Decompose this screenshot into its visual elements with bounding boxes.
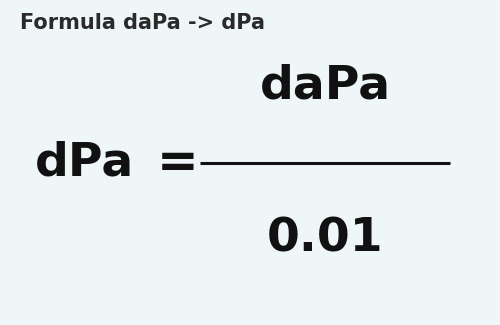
Text: 0.01: 0.01 bbox=[266, 216, 384, 261]
Text: dPa: dPa bbox=[35, 140, 134, 185]
Text: =: = bbox=[156, 138, 198, 187]
Text: Formula daPa -> dPa: Formula daPa -> dPa bbox=[20, 13, 265, 33]
Text: daPa: daPa bbox=[260, 64, 390, 109]
